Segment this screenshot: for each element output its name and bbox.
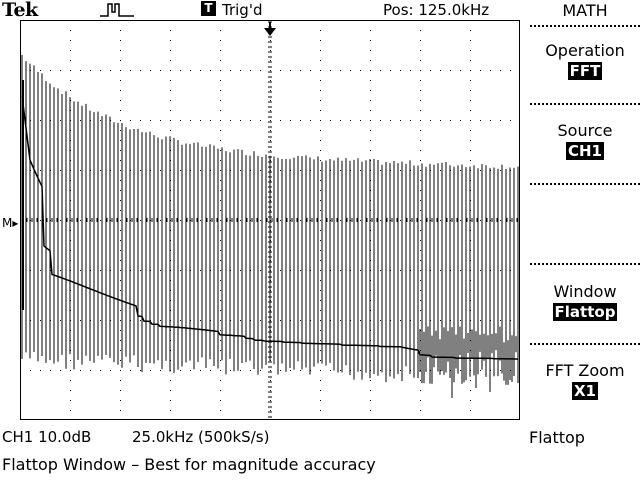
operation-label: Operation xyxy=(545,41,625,60)
fft-trace-line xyxy=(21,95,518,360)
window-label: Window xyxy=(553,282,617,301)
graticule-border xyxy=(20,20,520,420)
menu-window[interactable]: Window Flattop xyxy=(530,283,640,321)
channel-scale-readout: CH1 10.0dB xyxy=(2,428,92,446)
graticule[interactable] xyxy=(20,20,520,420)
acquisition-pulse-icon xyxy=(100,3,134,17)
menu-divider xyxy=(530,263,640,265)
menu-divider xyxy=(530,25,640,27)
horizontal-position: Pos: 125.0kHz xyxy=(383,1,490,19)
window-readout: Flattop xyxy=(529,428,585,447)
source-value: CH1 xyxy=(566,142,604,160)
menu-operation[interactable]: Operation FFT xyxy=(530,42,640,80)
fft-trace xyxy=(21,54,519,386)
operation-value: FFT xyxy=(567,62,603,80)
fft-zoom-label: FFT Zoom xyxy=(545,361,625,380)
menu-title: MATH xyxy=(562,1,608,20)
menu-divider xyxy=(530,343,640,345)
menu-fft-zoom[interactable]: FFT Zoom X1 xyxy=(530,362,640,400)
top-status-bar: Tek T Trig'd Pos: 125.0kHz xyxy=(0,0,525,21)
fft-zoom-value: X1 xyxy=(571,382,598,400)
graticule-grid xyxy=(30,30,511,411)
message-line: Flattop Window – Best for magnitude accu… xyxy=(2,455,376,474)
window-value: Flattop xyxy=(552,303,618,321)
source-label: Source xyxy=(557,121,613,140)
timebase-readout: 25.0kHz (500kS/s) xyxy=(132,428,270,446)
menu-divider xyxy=(530,183,640,185)
trigger-status-label: Trig'd xyxy=(222,1,263,19)
menu-divider xyxy=(530,103,640,105)
brand-logo: Tek xyxy=(2,0,38,21)
trigger-t-icon: T xyxy=(201,1,216,16)
trigger-position-arrow xyxy=(264,28,276,36)
math-menu: MATH Operation FFT Source CH1 Window Fla… xyxy=(530,0,640,450)
menu-source[interactable]: Source CH1 xyxy=(530,122,640,160)
math-level-marker: M▸ xyxy=(2,216,19,230)
trigger-status: T Trig'd xyxy=(201,1,262,19)
